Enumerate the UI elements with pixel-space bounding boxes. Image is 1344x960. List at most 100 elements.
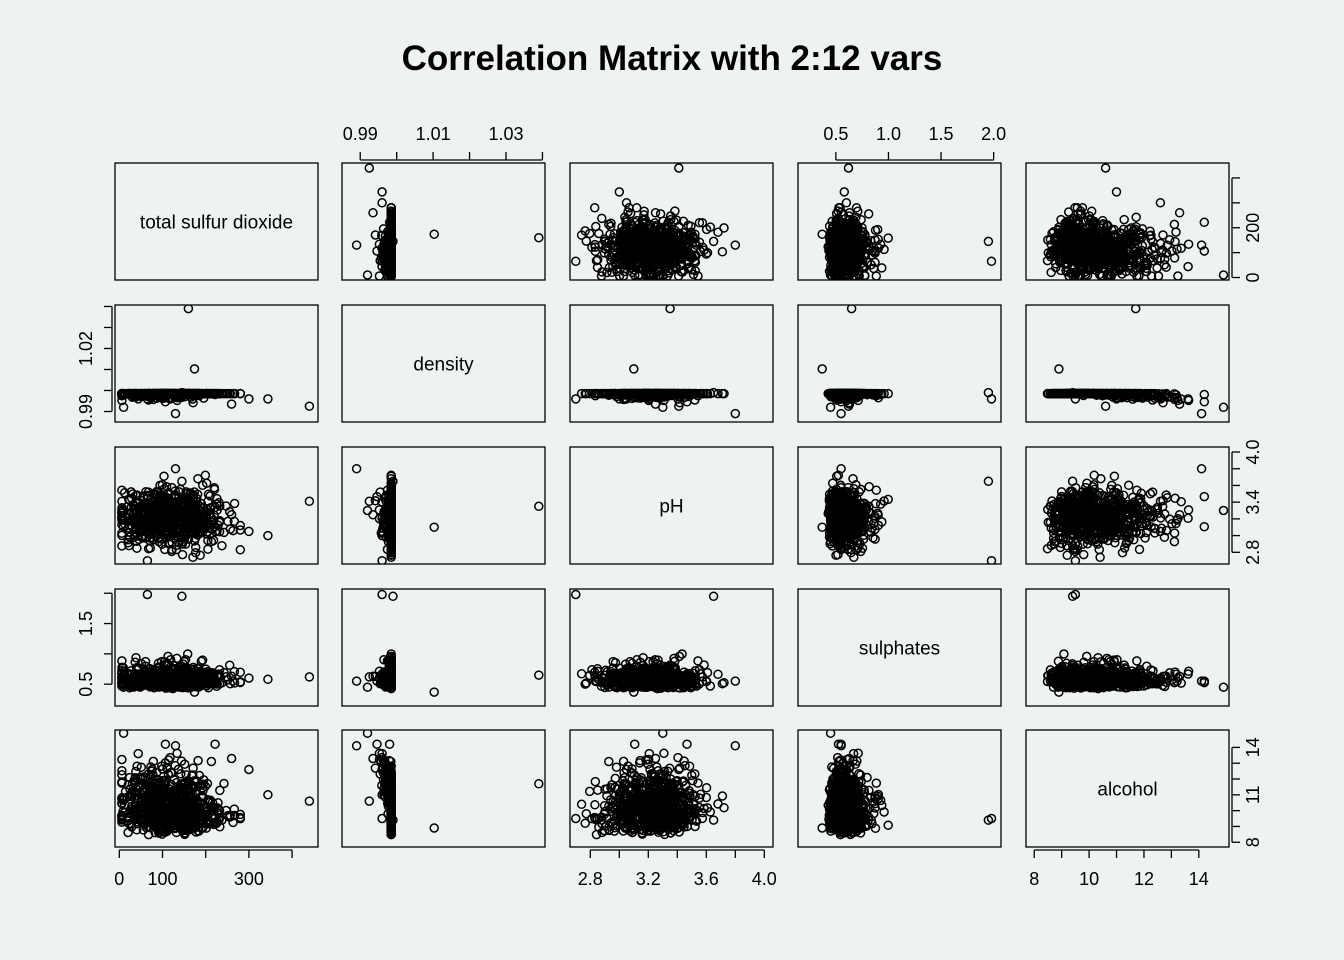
panel-frame [114, 304, 319, 423]
data-point [1119, 214, 1129, 225]
data-point [870, 388, 881, 399]
data-point [304, 401, 315, 411]
data-point [638, 263, 648, 273]
data-point [828, 267, 838, 278]
data-point [665, 232, 675, 243]
data-point [1141, 263, 1151, 274]
data-point [854, 271, 864, 280]
data-point [848, 388, 859, 399]
data-point [702, 247, 713, 258]
data-point [1196, 240, 1207, 250]
data-point [1095, 243, 1106, 254]
data-point [1130, 232, 1141, 243]
data-point [849, 263, 859, 274]
data-point [694, 217, 705, 228]
data-point [1199, 217, 1210, 228]
data-point [688, 244, 699, 254]
variable-label: density [413, 355, 474, 376]
data-point [1096, 237, 1106, 247]
data-point [370, 230, 381, 240]
data-point [839, 394, 850, 404]
data-point [1084, 246, 1094, 257]
data-point [1054, 229, 1064, 239]
panel-0-0: total sulfur dioxide [114, 162, 319, 281]
data-point [1063, 222, 1073, 233]
data-point [235, 388, 246, 399]
data-point [701, 388, 712, 399]
data-point [656, 223, 667, 233]
data-point [597, 213, 607, 224]
data-point [1152, 263, 1162, 273]
data-point [1109, 232, 1119, 243]
data-point [1100, 246, 1111, 256]
data-point [162, 389, 172, 399]
data-point [638, 388, 648, 399]
panel-0-3 [797, 162, 1002, 281]
data-point [1153, 271, 1164, 280]
data-point [697, 218, 708, 228]
data-point [1056, 265, 1066, 276]
data-point [837, 252, 848, 262]
data-point [226, 399, 237, 409]
data-point [684, 256, 694, 267]
data-point [877, 263, 887, 273]
data-point [1183, 239, 1194, 249]
data-point [534, 232, 544, 243]
panel-1-0 [114, 304, 319, 423]
data-point [860, 250, 871, 260]
data-point [1062, 227, 1073, 237]
data-point [708, 387, 719, 398]
data-point [827, 254, 837, 265]
data-point [386, 203, 396, 213]
data-point [846, 232, 857, 243]
data-point [1146, 271, 1157, 280]
data-point [846, 305, 857, 314]
data-point [827, 216, 837, 227]
data-point [655, 265, 665, 276]
data-point [840, 265, 851, 275]
data-point [642, 263, 652, 273]
data-point [597, 388, 607, 399]
data-point [630, 230, 641, 241]
data-point [848, 219, 859, 229]
data-point [665, 211, 676, 221]
data-point [1159, 254, 1170, 265]
data-point [1083, 265, 1094, 275]
data-point [364, 163, 375, 173]
data-point [571, 394, 581, 404]
data-point [1100, 163, 1111, 173]
data-point [669, 239, 680, 250]
data-point [670, 206, 680, 216]
data-point [377, 198, 387, 208]
panel-frame [114, 162, 319, 281]
panel-frame [341, 304, 546, 423]
data-point [836, 408, 846, 419]
data-point [1131, 212, 1141, 222]
data-point [859, 262, 870, 273]
panel-1-1: density [341, 304, 546, 423]
data-point [1169, 253, 1180, 263]
data-point [719, 388, 729, 399]
data-point [610, 236, 621, 247]
data-point [1061, 267, 1072, 277]
data-point [1171, 227, 1181, 237]
data-point [629, 364, 639, 374]
data-point [652, 229, 662, 239]
data-point [606, 218, 616, 228]
data-point [883, 233, 893, 243]
data-point [647, 227, 657, 237]
data-point [581, 236, 592, 246]
data-point [221, 388, 231, 399]
data-point [664, 245, 675, 255]
data-point [1056, 214, 1066, 225]
data-point [875, 389, 886, 400]
data-point [830, 265, 841, 275]
data-point [1145, 230, 1155, 241]
data-point [1172, 244, 1182, 254]
variable-label: total sulfur dioxide [140, 213, 293, 234]
data-point [584, 388, 595, 399]
data-point [608, 248, 619, 258]
panel-1-3 [797, 304, 1002, 423]
panel-frame [797, 304, 1002, 423]
data-point [621, 198, 632, 208]
